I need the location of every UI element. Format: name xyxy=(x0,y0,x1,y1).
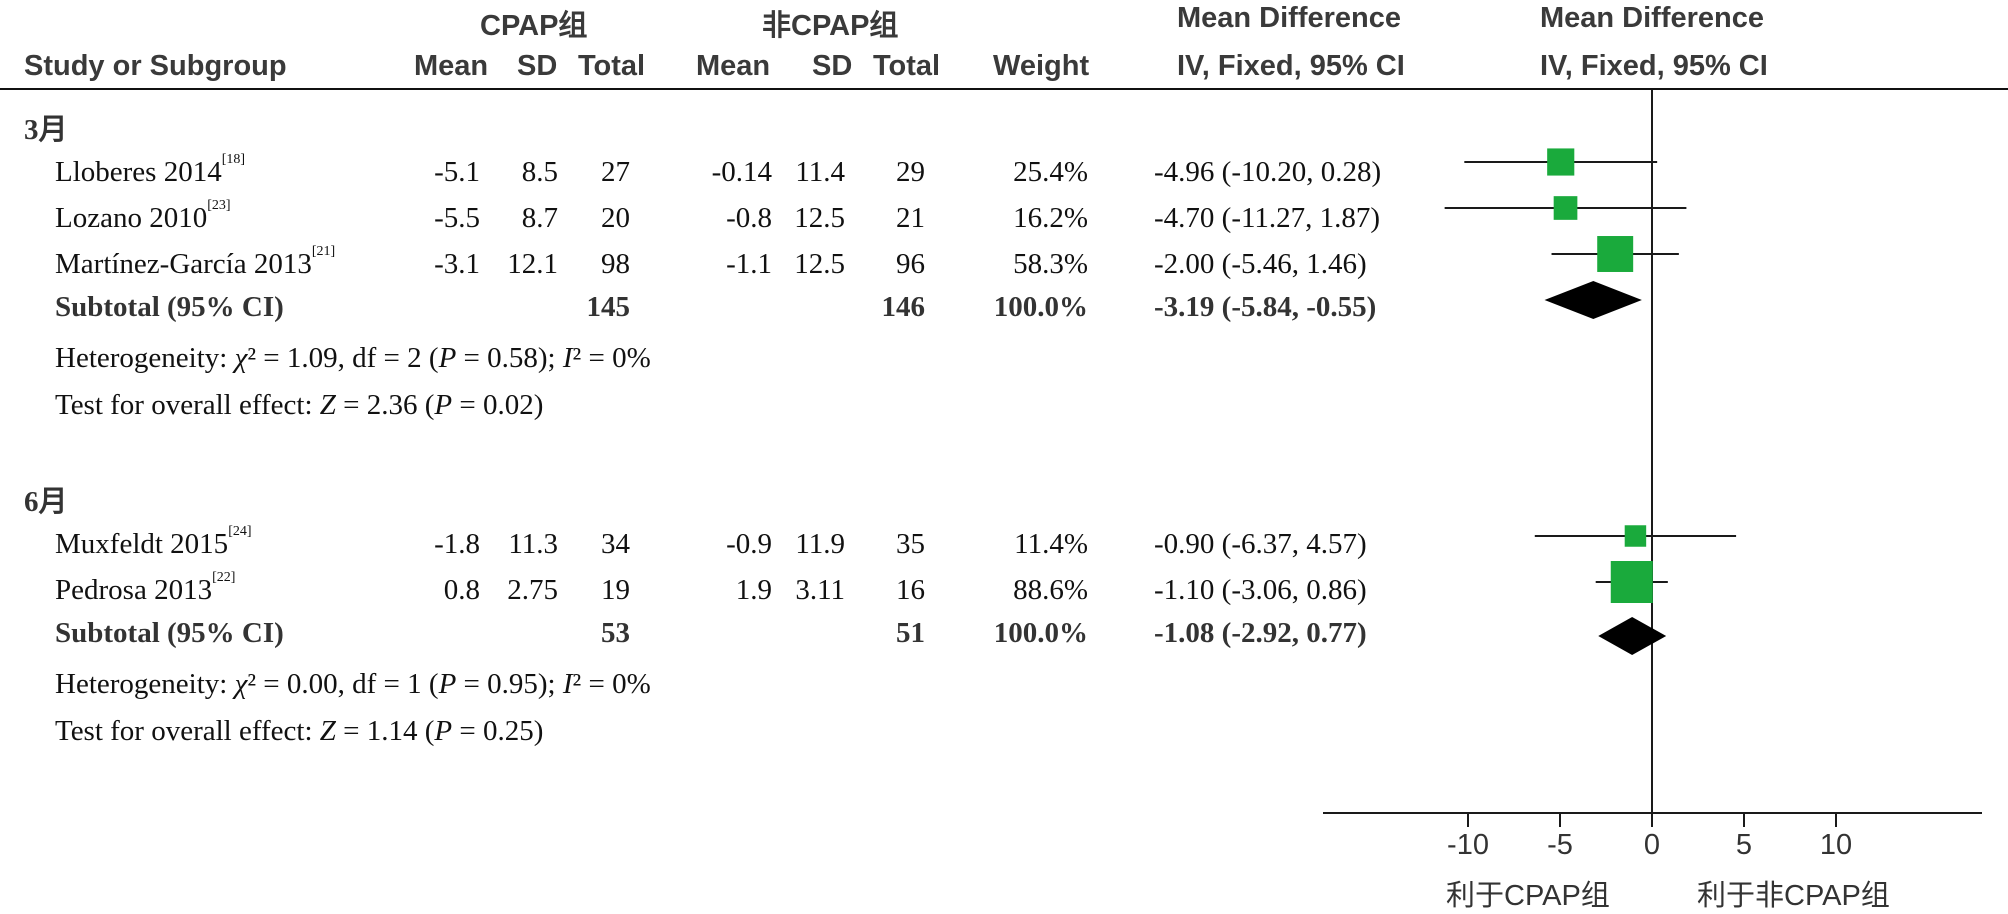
x-tick-label: 5 xyxy=(1735,829,1753,861)
ctrl-total: 16 xyxy=(896,574,925,606)
exp-total: 98 xyxy=(601,248,630,280)
weight: 88.6% xyxy=(1013,574,1088,606)
effect-marker xyxy=(1547,148,1575,176)
exp-mean: -1.8 xyxy=(434,528,480,560)
subtotal-label: Subtotal (95% CI) xyxy=(55,617,284,649)
ci-text: -1.10 (-3.06, 0.86) xyxy=(1154,574,1367,606)
study-name: Lloberes 2014 xyxy=(55,156,222,188)
exp-mean-header: Mean xyxy=(414,50,489,82)
ctrl-mean: -1.1 xyxy=(726,248,772,280)
subtotal-exp-total: 53 xyxy=(601,617,630,649)
ctrl-sd: 11.4 xyxy=(795,156,845,188)
ctrl-total-header: Total xyxy=(873,50,941,82)
subtotal-diamond xyxy=(1598,617,1667,655)
header-rule xyxy=(0,88,2008,90)
group-ctrl-header: 非CPAP组 xyxy=(762,10,899,42)
study-name: Lozano 2010 xyxy=(55,202,208,234)
study-name: Muxfeldt 2015 xyxy=(55,528,229,560)
weight: 11.4% xyxy=(1014,528,1088,560)
x-tick-label: 0 xyxy=(1643,829,1661,861)
exp-mean: -5.5 xyxy=(434,202,480,234)
ctrl-mean: -0.14 xyxy=(711,156,772,188)
exp-mean: -5.1 xyxy=(434,156,480,188)
ci-text: -4.96 (-10.20, 0.28) xyxy=(1154,156,1382,188)
ctrl-sd: 11.9 xyxy=(795,528,845,560)
exp-sd-header: SD xyxy=(517,50,558,82)
ctrl-sd: 3.11 xyxy=(795,574,845,606)
ctrl-sd: 12.5 xyxy=(794,202,845,234)
exp-sd: 8.7 xyxy=(521,202,558,234)
ctrl-mean-header: Mean xyxy=(696,50,771,82)
subtotal-ci-text: -3.19 (-5.84, -0.55) xyxy=(1154,291,1377,323)
subtotal-diamond xyxy=(1544,281,1642,319)
favours-right-label: 利于非CPAP组 xyxy=(1697,880,1890,912)
overall-effect-text: Test for overall effect: Z = 2.36 (P = 0… xyxy=(55,389,544,421)
weight-header: Weight xyxy=(993,50,1090,82)
exp-mean: -3.1 xyxy=(434,248,480,280)
exp-total: 34 xyxy=(601,528,630,560)
subgroup-label: 3月 xyxy=(24,114,68,146)
ci-text: -0.90 (-6.37, 4.57) xyxy=(1154,528,1367,560)
ctrl-mean: -0.8 xyxy=(726,202,772,234)
exp-mean: 0.8 xyxy=(443,574,480,606)
ctrl-sd: 12.5 xyxy=(794,248,845,280)
study-ref: [18] xyxy=(221,152,246,167)
ctrl-mean: -0.9 xyxy=(726,528,772,560)
plot-col-title: Mean Difference xyxy=(1540,2,1765,34)
favours-left-label: 利于CPAP组 xyxy=(1446,880,1610,912)
study-ref: [23] xyxy=(207,198,231,213)
subtotal-ctrl-total: 146 xyxy=(881,291,926,323)
weight: 25.4% xyxy=(1013,156,1088,188)
md-col-sub: IV, Fixed, 95% CI xyxy=(1177,50,1405,82)
subgroup-label: 6月 xyxy=(24,486,68,518)
subtotal-ci-text: -1.08 (-2.92, 0.77) xyxy=(1154,617,1367,649)
group-exp-header: CPAP组 xyxy=(480,10,588,42)
x-tick-label: -10 xyxy=(1447,829,1489,861)
study-col-header: Study or Subgroup xyxy=(24,50,287,82)
effect-marker xyxy=(1553,196,1578,220)
exp-total: 27 xyxy=(601,156,630,188)
heterogeneity-text: Heterogeneity: χ² = 1.09, df = 2 (P = 0.… xyxy=(55,342,651,374)
heterogeneity-text: Heterogeneity: χ² = 0.00, df = 1 (P = 0.… xyxy=(55,668,651,700)
study-ref: [22] xyxy=(212,570,236,585)
exp-sd: 2.75 xyxy=(507,574,558,606)
subtotal-weight: 100.0% xyxy=(993,291,1088,323)
exp-sd: 11.3 xyxy=(508,528,558,560)
ci-text: -4.70 (-11.27, 1.87) xyxy=(1154,202,1381,234)
x-tick-label: -5 xyxy=(1547,829,1573,861)
study-ref: [24] xyxy=(228,524,252,539)
exp-total-header: Total xyxy=(578,50,646,82)
exp-total: 19 xyxy=(601,574,630,606)
effect-marker xyxy=(1597,236,1634,272)
subtotal-ctrl-total: 51 xyxy=(896,617,925,649)
study-name: Martínez-García 2013 xyxy=(55,248,312,280)
subtotal-exp-total: 145 xyxy=(586,291,631,323)
study-name: Pedrosa 2013 xyxy=(55,574,213,606)
plot-col-sub: IV, Fixed, 95% CI xyxy=(1540,50,1768,82)
exp-sd: 8.5 xyxy=(521,156,558,188)
ctrl-total: 21 xyxy=(896,202,925,234)
effect-marker xyxy=(1610,560,1653,604)
ctrl-total: 96 xyxy=(896,248,925,280)
ctrl-total: 35 xyxy=(896,528,925,560)
ctrl-sd-header: SD xyxy=(812,50,853,82)
ci-text: -2.00 (-5.46, 1.46) xyxy=(1154,248,1367,280)
weight: 16.2% xyxy=(1013,202,1088,234)
study-ref: [21] xyxy=(311,244,336,259)
weight: 58.3% xyxy=(1013,248,1088,280)
ctrl-mean: 1.9 xyxy=(735,574,772,606)
exp-total: 20 xyxy=(601,202,630,234)
ctrl-total: 29 xyxy=(896,156,925,188)
subtotal-weight: 100.0% xyxy=(993,617,1088,649)
effect-marker xyxy=(1624,525,1647,547)
exp-sd: 12.1 xyxy=(507,248,558,280)
md-col-title: Mean Difference xyxy=(1177,2,1402,34)
x-tick-label: 10 xyxy=(1819,829,1853,861)
overall-effect-text: Test for overall effect: Z = 1.14 (P = 0… xyxy=(55,715,544,747)
subtotal-label: Subtotal (95% CI) xyxy=(55,291,284,323)
